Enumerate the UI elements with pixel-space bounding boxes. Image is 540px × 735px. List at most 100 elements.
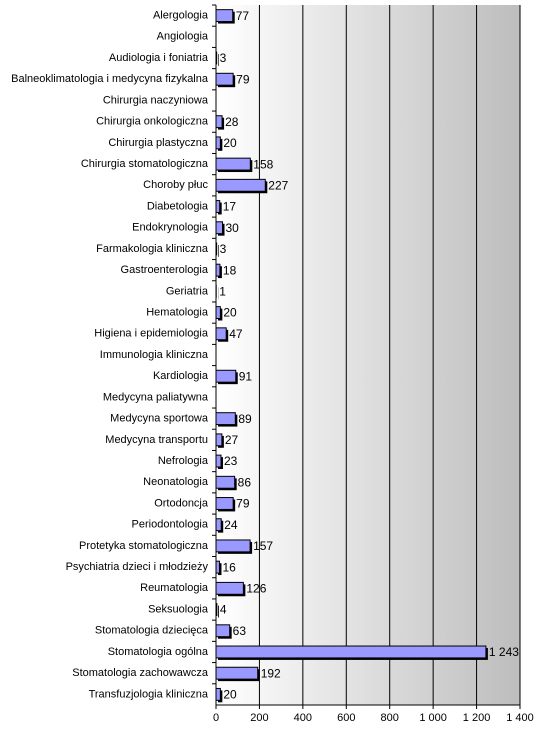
y-tick-label: Gastroenterologia: [121, 264, 209, 276]
value-label: 86: [238, 475, 252, 489]
value-label: 3: [220, 242, 227, 256]
y-tick-label: Stomatologia dziecięca: [95, 625, 209, 637]
value-label: 4: [220, 603, 227, 617]
bar: [215, 263, 221, 277]
y-tick-label: Higiena i epidemiologia: [94, 328, 209, 340]
y-tick-label: Transfuzjologia kliniczna: [89, 688, 209, 700]
y-tick-label: Chirurgia naczyniowa: [103, 94, 209, 106]
bar: [215, 221, 224, 235]
bar-shadow: [218, 245, 219, 257]
value-label: 192: [261, 666, 281, 680]
value-label: 20: [223, 688, 237, 702]
x-tick-label: 1 400: [506, 712, 534, 724]
y-tick-label: Neonatologia: [143, 476, 209, 488]
value-label: 79: [236, 72, 250, 86]
value-label: 17: [223, 200, 237, 214]
value-label: 158: [253, 157, 273, 171]
bar: [215, 497, 234, 510]
bar: [215, 687, 221, 701]
value-label: 157: [253, 539, 273, 553]
y-tick-label: Stomatologia zachowawcza: [72, 667, 209, 679]
bar-shadow: [218, 54, 219, 66]
y-tick-label: Hematologia: [146, 306, 209, 318]
y-tick-label: Endokrynologia: [132, 222, 209, 234]
bar: [215, 645, 487, 659]
y-tick-label: Ortodoncja: [154, 497, 209, 509]
bar: [215, 454, 222, 468]
y-tick-label: Periodontologia: [132, 519, 209, 531]
y-tick-label: Immunologia kliniczna: [100, 349, 209, 361]
value-label: 91: [239, 369, 253, 383]
bar: [215, 242, 218, 256]
y-tick-label: Stomatologia ogólna: [108, 646, 209, 658]
y-tick-label: Medycyna paliatywna: [103, 391, 209, 403]
bar: [215, 327, 227, 341]
x-tick-label: 1 000: [419, 712, 447, 724]
y-tick-label: Choroby płuc: [143, 179, 208, 191]
bar: [215, 560, 220, 574]
value-label: 77: [236, 9, 250, 23]
value-label: 24: [224, 518, 238, 532]
bar: [215, 72, 234, 86]
y-tick-label: Medycyna transportu: [105, 434, 208, 446]
plot-area: [216, 5, 520, 705]
bar-shadow: [218, 605, 219, 618]
value-label: 3: [220, 51, 227, 65]
bar: [215, 306, 221, 320]
value-label: 89: [238, 412, 252, 426]
bar: [215, 369, 237, 383]
y-tick-label: Chirurgia onkologiczna: [96, 116, 209, 128]
value-label: 47: [229, 327, 243, 341]
y-tick-label: Geriatria: [166, 285, 209, 297]
value-label: 28: [225, 115, 239, 129]
bar: [215, 115, 223, 129]
y-tick-label: Reumatologia: [140, 582, 209, 594]
value-label: 23: [224, 454, 238, 468]
value-label: 1: [219, 285, 226, 299]
value-label: 79: [236, 497, 250, 511]
y-tick-label: Farmakologia kliniczna: [96, 243, 209, 255]
bar: [215, 157, 251, 171]
value-label: 20: [223, 136, 237, 150]
value-label: 30: [226, 221, 240, 235]
y-tick-label: Medycyna sportowa: [110, 413, 209, 425]
bar: [215, 412, 236, 426]
value-label: 27: [225, 433, 239, 447]
bar: [215, 624, 231, 638]
bar: [215, 539, 251, 553]
value-label: 16: [222, 560, 236, 574]
y-tick-label: Diabetologia: [147, 200, 209, 212]
bar: [215, 9, 234, 23]
x-tick-label: 200: [250, 712, 268, 724]
y-tick-label: Kardiologia: [153, 370, 209, 382]
x-tick-label: 1 200: [463, 712, 491, 724]
value-label: 18: [223, 263, 237, 277]
bar: [215, 603, 218, 616]
bar: [215, 200, 221, 213]
x-tick-label: 0: [213, 712, 219, 724]
y-tick-label: Seksuologia: [148, 603, 209, 615]
y-tick-label: Angiologia: [157, 31, 209, 43]
y-tick-label: Protetyka stomatologiczna: [79, 540, 209, 552]
value-label: 1 243: [489, 645, 519, 659]
y-tick-label: Chirurgia stomatologiczna: [81, 158, 209, 170]
bar: [215, 51, 218, 65]
bar: [215, 178, 266, 192]
bar: [215, 518, 222, 532]
bar: [215, 475, 236, 489]
value-label: 126: [246, 582, 266, 596]
x-tick-label: 800: [381, 712, 399, 724]
bar: [215, 136, 221, 150]
y-tick-label: Audiologia i foniatria: [109, 52, 209, 64]
bar: [215, 581, 244, 595]
x-tick-label: 600: [337, 712, 355, 724]
x-tick-label: 400: [294, 712, 312, 724]
y-tick-label: Balneoklimatologia i medycyna fizykalna: [11, 73, 209, 85]
value-label: 63: [233, 624, 247, 638]
bar: [215, 666, 259, 680]
bar: [215, 433, 223, 447]
value-label: 227: [268, 178, 288, 192]
y-tick-label: Psychiatria dzieci i młodzieży: [66, 561, 209, 573]
value-label: 20: [223, 306, 237, 320]
